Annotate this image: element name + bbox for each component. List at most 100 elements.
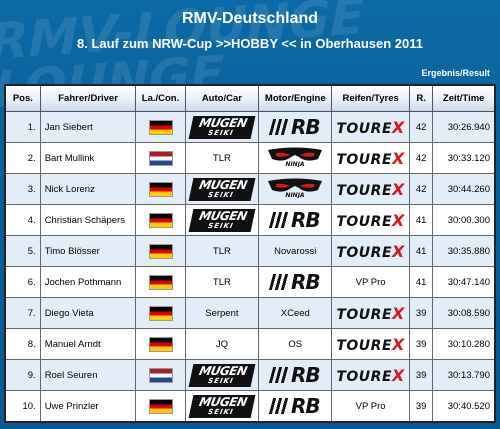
laps-cell: 42 xyxy=(409,174,434,205)
tourex-logo-text: TOURE xyxy=(336,151,393,168)
mugen-seiki-logo: MUGEN SEIKI xyxy=(188,208,256,232)
tourex-logo-text: TOURE xyxy=(336,182,393,199)
car-cell: TLR xyxy=(185,236,260,267)
tourex-logo-text: TOURE xyxy=(336,244,393,261)
page-title: RMV-Deutschland xyxy=(181,10,318,27)
rb-logo-text: RB xyxy=(290,270,321,294)
germany-flag-icon xyxy=(148,305,173,321)
rb-logo-bars xyxy=(268,212,292,228)
country-cell xyxy=(136,112,186,143)
time-cell: 30:08.590 xyxy=(433,298,494,329)
position-cell: 9. xyxy=(6,360,41,391)
tourex-logo-x: X xyxy=(392,179,405,199)
driver-cell: Diego Vieta xyxy=(40,298,137,329)
tourex-logo: TOUREX xyxy=(336,335,405,354)
car-cell: TLR xyxy=(185,143,260,174)
laps-cell: 42 xyxy=(409,143,434,174)
laps-cell: 39 xyxy=(409,329,434,360)
table-row: 8. Manuel Arndt JQ OS TOUREX 39 30:10.280 xyxy=(6,329,494,360)
rb-logo-text: RB xyxy=(290,208,321,232)
tourex-logo-x: X xyxy=(392,241,405,261)
header-car: Auto/Car xyxy=(185,86,260,112)
ninja-logo: NINJA xyxy=(266,178,324,201)
ninja-logo: NINJA xyxy=(266,147,324,170)
driver-cell: Timo Blösser xyxy=(40,236,137,267)
engine-cell: RB xyxy=(259,360,333,391)
cell-text: OS xyxy=(288,338,303,350)
table-row: 3. Nick Lorenz MUGEN SEIKI NINJA TOUREX 42 30:4… xyxy=(6,174,494,205)
rb-logo: RB xyxy=(268,363,321,387)
rb-logo: RB xyxy=(268,396,321,416)
country-cell xyxy=(136,143,186,174)
car-cell: MUGEN SEIKI xyxy=(185,391,260,421)
mugen-seiki-logo: MUGEN SEIKI xyxy=(188,115,256,139)
mugen-logo-text: MUGEN xyxy=(197,363,248,378)
table-row: 2. Bart Mullink TLR NINJA TOUREX 42 30:33.120 xyxy=(6,143,494,174)
result-label: Ergebnis/Result xyxy=(421,68,490,78)
position-cell: 8. xyxy=(6,329,41,360)
tyres-cell: VP Pro xyxy=(332,267,410,298)
cell-text: VP Pro xyxy=(355,276,386,288)
laps-cell: 41 xyxy=(409,236,434,267)
svg-text:NINJA: NINJA xyxy=(286,192,306,198)
tourex-logo-text: TOURE xyxy=(336,337,393,354)
germany-flag-icon xyxy=(148,274,173,290)
germany-flag-icon xyxy=(148,243,173,259)
tyres-cell: TOUREX xyxy=(332,174,410,205)
table-row: 5. Timo Blösser TLR Novarossi TOUREX 41 30:35.… xyxy=(6,236,494,267)
cell-text: JQ xyxy=(215,338,228,350)
mugen-logo-text: MUGEN xyxy=(197,115,248,130)
mugen-logo-text: MUGEN xyxy=(197,208,248,223)
laps-cell: 41 xyxy=(409,267,434,298)
laps-cell: 39 xyxy=(409,298,434,329)
cell-text: Serpent xyxy=(205,307,239,319)
time-cell: 30:47.140 xyxy=(433,267,494,298)
laps-cell: 41 xyxy=(409,205,434,236)
time-cell: 30:44.260 xyxy=(433,174,494,205)
rb-logo: RB xyxy=(268,270,321,294)
time-cell: 30:33.120 xyxy=(433,143,494,174)
position-cell: 10. xyxy=(6,391,41,421)
time-cell: 30:10.280 xyxy=(433,329,494,360)
cell-text: TLR xyxy=(212,152,231,164)
results-table: Pos. Fahrer/Driver La./Con. Auto/Car Mot… xyxy=(4,84,496,423)
tourex-logo: TOUREX xyxy=(336,149,405,168)
rb-logo-bars xyxy=(268,398,292,414)
tourex-logo: TOUREX xyxy=(336,211,405,230)
car-cell: MUGEN SEIKI xyxy=(185,174,260,205)
engine-cell: RB xyxy=(259,112,333,143)
table-row: 7. Diego Vieta Serpent XCeed TOUREX 39 30:08.5… xyxy=(6,298,494,329)
tourex-logo-text: TOURE xyxy=(336,120,393,137)
rb-logo-text: RB xyxy=(290,115,321,139)
car-cell: JQ xyxy=(185,329,260,360)
cell-text: VP Pro xyxy=(355,400,386,412)
tyres-cell: TOUREX xyxy=(332,112,410,143)
tourex-logo: TOUREX xyxy=(336,180,405,199)
cell-text: TLR xyxy=(212,276,231,288)
time-cell: 30:13.790 xyxy=(433,360,494,391)
engine-cell: OS xyxy=(259,329,333,360)
rb-logo: RB xyxy=(268,115,321,139)
tourex-logo-x: X xyxy=(392,210,405,230)
tyres-cell: TOUREX xyxy=(332,298,410,329)
germany-flag-icon xyxy=(148,336,173,352)
position-cell: 5. xyxy=(6,236,41,267)
country-cell xyxy=(136,360,186,391)
rb-logo-bars xyxy=(268,367,292,383)
table-row: 1. Jan Siebert MUGEN SEIKI RB TOUREX 42 30:26.9… xyxy=(6,112,494,143)
tourex-logo: TOUREX xyxy=(336,242,405,261)
tyres-cell: TOUREX xyxy=(332,236,410,267)
engine-cell: RB xyxy=(259,205,333,236)
rb-logo-text: RB xyxy=(290,363,321,387)
header-laps: R. xyxy=(409,86,434,112)
header-time: Zeit/Time xyxy=(433,86,494,112)
header-tyres: Reifen/Tyres xyxy=(332,86,410,112)
time-cell: 30:00.300 xyxy=(433,205,494,236)
mugen-seiki-logo: MUGEN SEIKI xyxy=(188,363,256,387)
country-cell xyxy=(136,205,186,236)
position-cell: 4. xyxy=(6,205,41,236)
rb-logo: RB xyxy=(268,208,321,232)
tourex-logo-x: X xyxy=(392,117,405,137)
driver-cell: Jochen Pothmann xyxy=(40,267,137,298)
table-row: 10. Uwe Prinzler MUGEN SEIKI RB VP Pro 39 30:40… xyxy=(6,391,494,421)
